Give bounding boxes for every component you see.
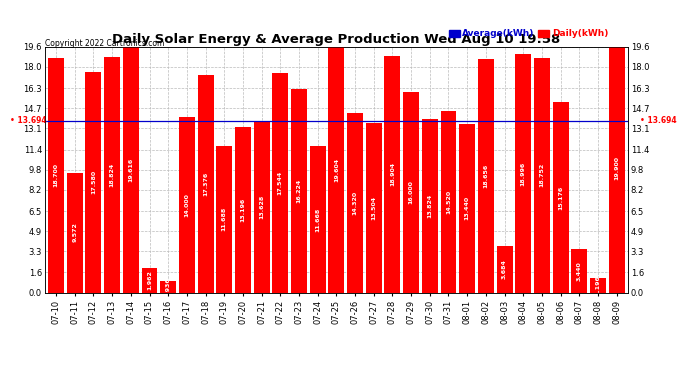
Bar [422,119,437,292]
Bar [216,146,233,292]
Text: 15.176: 15.176 [558,185,563,210]
Bar [571,249,587,292]
Bar [273,73,288,292]
Bar [67,172,83,292]
Text: 19.604: 19.604 [334,158,339,182]
Bar [104,57,120,292]
Bar [48,58,64,292]
Legend: Average(kWh), Daily(kWh): Average(kWh), Daily(kWh) [445,26,612,42]
Bar [254,122,270,292]
Text: • 13.694: • 13.694 [640,116,676,125]
Text: 19.616: 19.616 [128,158,133,182]
Text: 11.688: 11.688 [221,207,227,231]
Text: 1.196: 1.196 [595,275,600,295]
Text: 13.504: 13.504 [371,196,376,220]
Text: 3.440: 3.440 [577,261,582,281]
Bar [197,75,213,292]
Bar [590,278,606,292]
Bar [160,281,176,292]
Text: 13.824: 13.824 [427,194,433,218]
Text: 14.000: 14.000 [184,193,189,217]
Bar [141,268,157,292]
Bar [440,111,457,292]
Text: 18.904: 18.904 [390,162,395,186]
Text: • 13.694: • 13.694 [10,116,47,125]
Bar [497,246,513,292]
Text: 1.962: 1.962 [147,270,152,290]
Bar [609,43,624,292]
Text: Copyright 2022 Cartronics.com: Copyright 2022 Cartronics.com [45,39,164,48]
Bar [366,123,382,292]
Bar [291,89,307,292]
Bar [123,46,139,292]
Text: 18.996: 18.996 [521,161,526,186]
Bar [235,127,251,292]
Bar [86,72,101,292]
Bar [478,59,494,292]
Bar [460,124,475,292]
Text: 17.376: 17.376 [203,171,208,196]
Text: 11.668: 11.668 [315,207,320,231]
Bar [179,117,195,292]
Bar [310,146,326,292]
Bar [347,113,363,292]
Text: 0.936: 0.936 [166,277,170,297]
Bar [553,102,569,292]
Text: 18.700: 18.700 [54,164,59,188]
Text: 3.684: 3.684 [502,260,507,279]
Text: 17.580: 17.580 [91,170,96,194]
Text: 17.544: 17.544 [278,171,283,195]
Text: 18.752: 18.752 [540,163,544,187]
Bar [384,56,400,292]
Text: 16.224: 16.224 [297,179,302,203]
Text: 14.520: 14.520 [446,189,451,214]
Text: 13.628: 13.628 [259,195,264,219]
Text: 13.196: 13.196 [240,198,246,222]
Bar [515,54,531,292]
Text: 18.656: 18.656 [484,164,489,188]
Text: 18.824: 18.824 [110,162,115,187]
Text: 19.900: 19.900 [614,156,619,180]
Bar [534,57,550,292]
Text: 16.000: 16.000 [408,180,413,204]
Text: 14.320: 14.320 [353,191,357,215]
Text: 13.440: 13.440 [464,196,470,220]
Text: 9.572: 9.572 [72,223,77,243]
Bar [328,47,344,292]
Bar [403,92,419,292]
Title: Daily Solar Energy & Average Production Wed Aug 10 19:58: Daily Solar Energy & Average Production … [112,33,560,46]
